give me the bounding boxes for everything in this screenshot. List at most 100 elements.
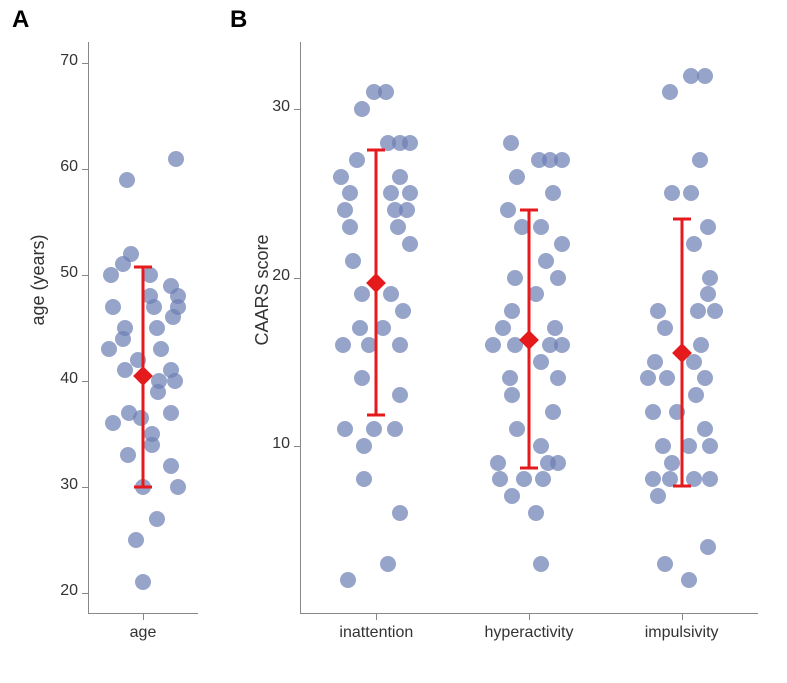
data-point — [645, 471, 661, 487]
data-point — [554, 236, 570, 252]
data-point — [688, 387, 704, 403]
data-point — [545, 404, 561, 420]
data-point — [101, 341, 117, 357]
ytick-label: 50 — [38, 264, 78, 282]
data-point — [337, 421, 353, 437]
data-point — [533, 556, 549, 572]
data-point — [664, 185, 680, 201]
data-point — [681, 572, 697, 588]
data-point — [533, 219, 549, 235]
error-bar-cap — [520, 466, 538, 469]
data-point — [366, 421, 382, 437]
data-point — [387, 421, 403, 437]
data-point — [356, 471, 372, 487]
data-point — [163, 405, 179, 421]
panel-label-a: A — [12, 6, 29, 34]
data-point — [375, 320, 391, 336]
data-point — [380, 556, 396, 572]
data-point — [700, 286, 716, 302]
ytick-mark — [82, 169, 88, 170]
data-point — [509, 421, 525, 437]
data-point — [504, 488, 520, 504]
data-point — [402, 236, 418, 252]
data-point — [700, 219, 716, 235]
xtick-label: age — [73, 624, 213, 642]
data-point — [502, 370, 518, 386]
axis-spine-left — [300, 42, 301, 614]
error-bar-cap — [367, 148, 385, 151]
ytick-label: 30 — [38, 476, 78, 494]
ytick-mark — [294, 446, 300, 447]
data-point — [354, 286, 370, 302]
xtick-mark — [682, 614, 683, 620]
data-point — [492, 471, 508, 487]
data-point — [500, 202, 516, 218]
plot-area-a — [88, 42, 198, 614]
data-point — [383, 286, 399, 302]
ytick-mark — [82, 275, 88, 276]
xtick-label: hyperactivity — [459, 624, 599, 642]
data-point — [146, 299, 162, 315]
data-point — [657, 556, 673, 572]
data-point — [550, 455, 566, 471]
data-point — [150, 384, 166, 400]
ytick-label: 60 — [38, 158, 78, 176]
ytick-mark — [82, 381, 88, 382]
ytick-mark — [82, 593, 88, 594]
data-point — [119, 172, 135, 188]
data-point — [686, 236, 702, 252]
ylabel-b: CAARS score — [252, 190, 273, 390]
data-point — [144, 437, 160, 453]
data-point — [402, 185, 418, 201]
data-point — [645, 404, 661, 420]
data-point — [545, 185, 561, 201]
data-point — [657, 320, 673, 336]
error-bar-cap — [673, 485, 691, 488]
data-point — [509, 169, 525, 185]
data-point — [117, 362, 133, 378]
data-point — [547, 320, 563, 336]
data-point — [135, 574, 151, 590]
data-point — [392, 169, 408, 185]
xtick-label: inattention — [306, 624, 446, 642]
figure-root: A B age (years) CAARS score 203040506070… — [0, 0, 787, 683]
data-point — [356, 438, 372, 454]
data-point — [335, 337, 351, 353]
data-point — [167, 373, 183, 389]
error-bar-cap — [673, 217, 691, 220]
ytick-label: 40 — [38, 370, 78, 388]
data-point — [692, 152, 708, 168]
data-point — [640, 370, 656, 386]
data-point — [707, 303, 723, 319]
data-point — [702, 438, 718, 454]
data-point — [392, 387, 408, 403]
data-point — [349, 152, 365, 168]
data-point — [105, 299, 121, 315]
data-point — [495, 320, 511, 336]
ytick-mark — [82, 63, 88, 64]
data-point — [165, 309, 181, 325]
data-point — [550, 270, 566, 286]
data-point — [550, 370, 566, 386]
data-point — [533, 438, 549, 454]
data-point — [354, 370, 370, 386]
data-point — [503, 135, 519, 151]
data-point — [383, 185, 399, 201]
ytick-mark — [294, 109, 300, 110]
plot-area-b — [300, 42, 758, 614]
data-point — [655, 438, 671, 454]
error-bar-cap — [134, 265, 152, 268]
data-point — [664, 455, 680, 471]
data-point — [697, 421, 713, 437]
data-point — [352, 320, 368, 336]
data-point — [702, 270, 718, 286]
xtick-mark — [143, 614, 144, 620]
data-point — [647, 354, 663, 370]
data-point — [149, 320, 165, 336]
panel-label-b: B — [230, 6, 247, 34]
ytick-label: 20 — [38, 582, 78, 600]
data-point — [690, 303, 706, 319]
data-point — [662, 84, 678, 100]
error-bar-cap — [134, 485, 152, 488]
data-point — [516, 471, 532, 487]
